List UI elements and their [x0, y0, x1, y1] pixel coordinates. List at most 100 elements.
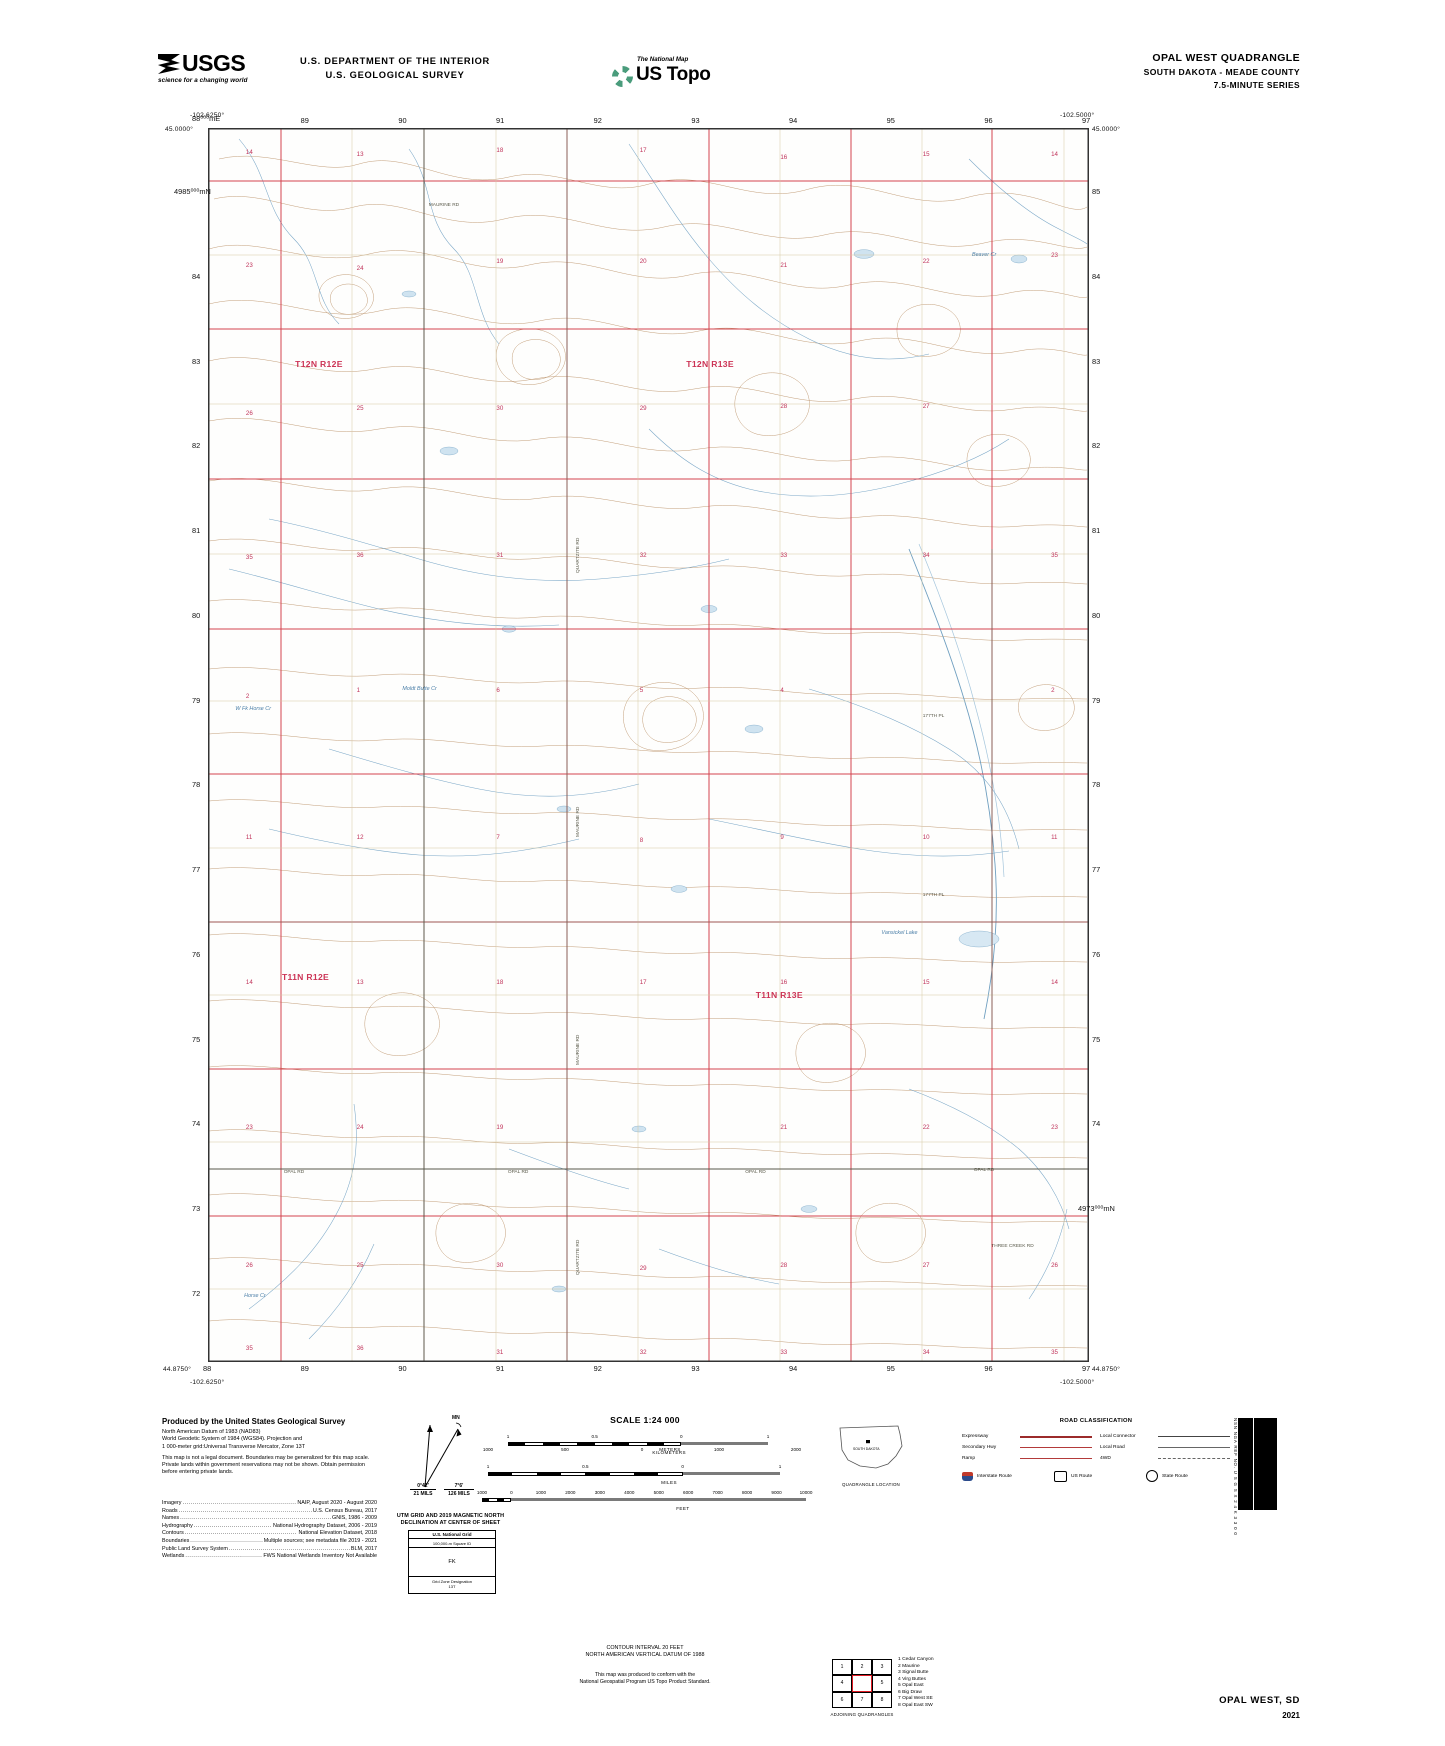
scale-tick-label: 0.5: [582, 1464, 589, 1469]
section-number: 33: [780, 1348, 788, 1356]
adjoining-quad-name: 8 Opal East SW: [898, 1702, 933, 1708]
scale-bar-segment: [496, 1497, 505, 1502]
hydrography-label: Beaver Cr: [971, 252, 997, 259]
section-number: 8: [639, 837, 644, 845]
quadrangle-location-map: SOUTH DAKOTA: [836, 1420, 906, 1476]
section-number: 35: [245, 1344, 253, 1352]
grid-tick-label: 94: [789, 1364, 798, 1373]
scale-tick-label: 1: [486, 1464, 490, 1469]
grid-tick-label: 83: [1092, 356, 1101, 366]
section-number: 15: [922, 151, 930, 159]
grid-tick-label: 4985⁰⁰⁰mN: [174, 187, 211, 196]
scale-bar-segment: [508, 1441, 526, 1446]
barcode-text: NSN NGA REF NO. U S G S X 2 4 K 3 3 0 0: [1233, 1418, 1238, 1536]
route-shield-label: State Route: [1162, 1473, 1188, 1479]
scale-bar-miles: 1 0.5 0 1 MILES: [480, 1464, 810, 1490]
production-line-1: This map was produced to conform with th…: [594, 1672, 696, 1678]
usgs-logo: USGS science for a changing world: [158, 52, 254, 88]
footer-title-block: OPAL WEST, SD 2021: [1219, 1695, 1300, 1720]
section-number: 22: [922, 258, 930, 266]
department-line-1: U.S. DEPARTMENT OF THE INTERIOR: [300, 56, 490, 66]
corner-lat-ne: 45.0000°: [1092, 126, 1121, 133]
footer-quad-name: OPAL WEST, SD: [1219, 1695, 1300, 1706]
credits-block: Produced by the United States Geological…: [162, 1417, 377, 1477]
road-label: OPAL RD: [745, 1170, 766, 1176]
scale-bar-segment: [634, 1471, 659, 1476]
source-row: Contours................................…: [162, 1530, 377, 1538]
topographic-map[interactable]: T12N R12E T12N R13E T11N R12E T11N R13E 14 1…: [208, 128, 1089, 1362]
source-label: Wetlands: [162, 1553, 185, 1560]
section-number: 17: [639, 979, 647, 987]
scale-tick-label: 1: [506, 1434, 510, 1439]
grid-tick-label: 89: [300, 1364, 309, 1373]
source-value: GNIS, 1986 - 2009: [332, 1515, 377, 1522]
grid-tick-label: 92: [593, 1364, 602, 1373]
road-label: OPAL RD: [283, 1170, 305, 1176]
scale-bar-segment: [542, 1441, 560, 1446]
scale-tick-label: 9000: [771, 1490, 782, 1495]
quadrangle-name: OPAL WEST QUADRANGLE: [1152, 52, 1300, 64]
section-number: 18: [496, 147, 504, 155]
grid-tick-label: 75: [1092, 1034, 1101, 1044]
scale-tick-label: 2000: [790, 1447, 802, 1452]
interstate-shield-icon: [962, 1471, 973, 1481]
us-topo-logo: The National Map US Topo: [607, 56, 727, 90]
declination-diagram: MN 0°42' 21 MILS 7°6' 126 MILS: [400, 1415, 500, 1520]
usgs-wave-icon: [158, 54, 180, 74]
scale-bar-solid: [682, 1472, 780, 1475]
road-label: 177TH PL: [922, 714, 945, 720]
declination-arrows: [424, 1422, 462, 1488]
scale-bar-segment: [577, 1441, 595, 1446]
corner-lat-se: 44.8750°: [1092, 1366, 1121, 1373]
section-number: 24: [356, 1124, 364, 1132]
grid-tick-label: 82: [1092, 441, 1101, 451]
adjoining-quad-name: 5 Opal East: [898, 1683, 924, 1688]
section-number: 31: [496, 1348, 504, 1356]
hydrography-label: Moldt Butte Cr: [402, 685, 437, 692]
source-label: Contours: [162, 1530, 184, 1537]
section-number: 23: [1051, 1124, 1058, 1132]
section-number: 30: [496, 404, 504, 412]
section-number: 17: [639, 147, 647, 155]
source-label: Hydrography: [162, 1522, 193, 1529]
road-classification-legend: ROAD CLASSIFICATION Expressway Secondary …: [962, 1418, 1230, 1482]
scale-unit-label: MILES: [661, 1480, 677, 1485]
section-number: 22: [922, 1124, 930, 1132]
adjoining-quad-name: 3 Signal Butte: [898, 1670, 929, 1675]
us-topo-wordmark: US Topo: [636, 64, 711, 85]
section-number: 29: [639, 1264, 647, 1272]
source-label: Public Land Survey System: [162, 1545, 228, 1552]
section-number: 15: [922, 979, 930, 987]
road-class-row: Local Connector: [1100, 1431, 1230, 1442]
grid-tick-label: 90: [398, 116, 407, 125]
grid-tick-label: 78: [192, 780, 201, 790]
adjoining-cell: 8: [872, 1691, 892, 1708]
scale-tick-label: 0: [640, 1447, 644, 1452]
scale-tick-label: 1000: [535, 1490, 547, 1495]
scale-unit-label: METERS: [659, 1447, 681, 1452]
datum-line-1: North American Datum of 1983 (NAD83): [162, 1429, 261, 1435]
adjoining-center-cell: [852, 1675, 872, 1692]
sd-label: SOUTH DAKOTA: [853, 1447, 880, 1451]
scale-bar-feet: 1000 0 1000 2000 3000 4000 5000 6000 7000 8000 900…: [477, 1490, 813, 1516]
grid-tick-label: 73: [192, 1204, 201, 1214]
vertical-datum: NORTH AMERICAN VERTICAL DATUM OF 1988: [585, 1652, 705, 1659]
scale-tick-label: 500: [561, 1447, 569, 1452]
leader-dots: ........................................…: [182, 1500, 297, 1506]
grid-tick-label: 76: [1092, 949, 1101, 959]
grid-tick-label: 96: [984, 116, 993, 125]
source-value: Multiple sources; see metadata file 2019…: [263, 1537, 377, 1544]
road-class-label: Local Connector: [1100, 1434, 1136, 1439]
road-class-swatch: [1020, 1447, 1092, 1448]
road-class-swatch: [1020, 1458, 1092, 1459]
grid-north-angle: 0°42': [417, 1483, 429, 1489]
scale-bar-segment: [646, 1441, 664, 1446]
section-number: 25: [356, 404, 364, 412]
grid-tick-label: 74: [1092, 1119, 1101, 1129]
section-number: 7: [496, 833, 500, 841]
usng-gz-label: Grid Zone Designation: [431, 1578, 473, 1584]
scale-tick-label: 10000: [799, 1490, 813, 1495]
scale-tick-label: 6000: [683, 1490, 694, 1495]
township-label: T12N R12E: [295, 359, 343, 370]
road-label: MAURINE RD: [428, 202, 460, 208]
